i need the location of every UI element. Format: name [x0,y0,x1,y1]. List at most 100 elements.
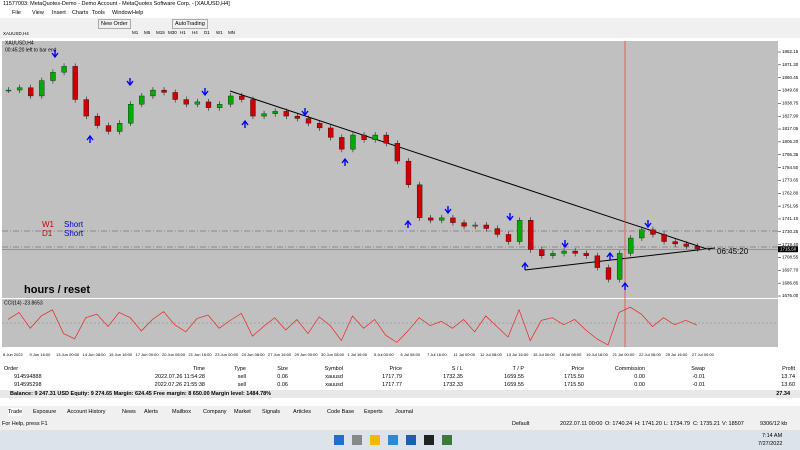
signal-arrow [621,281,629,290]
candle [683,243,689,247]
cci-line [7,306,698,346]
candle [394,143,401,162]
candle [561,250,567,254]
status-field: O: 1740.24 [605,421,633,427]
candle [483,224,489,229]
candle [50,72,56,81]
timeframe-button[interactable]: M1 [132,30,139,35]
new-order-button[interactable]: New Order [98,19,131,29]
task-icon[interactable] [424,435,434,445]
timeframe-button[interactable]: M15 [156,30,165,35]
date-label: 29 Jun 00:00 [295,352,319,357]
date-label: 6 Jul 08:00 [401,352,421,357]
price-label: 1751.95 [782,203,799,208]
table-cell: -0.01 [692,374,705,380]
date-label: 5 Jul 00:00 [374,352,394,357]
menu-item[interactable]: Window [112,10,132,16]
price-pane [2,41,778,298]
timeframe-button[interactable]: MN [228,30,235,35]
date-label: 13 Jul 16:00 [507,352,530,357]
date-label: 7 Jul 16:00 [427,352,447,357]
table-cell: 1715.50 [564,382,584,388]
menu-item[interactable]: Tools [92,10,105,16]
table-cell: S / L [451,366,463,372]
price-label: 1730.25 [782,229,799,234]
terminal-tab[interactable]: Mailbox [172,409,191,415]
task-icon[interactable] [388,435,398,445]
task-icon[interactable] [442,435,452,445]
table-cell: 914594888 [14,374,42,380]
timeframe-button[interactable]: W1 [216,30,223,35]
candle [405,160,412,185]
timeframe-button[interactable]: M5 [144,30,151,35]
task-icon[interactable] [406,435,416,445]
terminal-tab[interactable]: Company [203,409,227,415]
table-cell: 0.06 [277,374,288,380]
terminal-tab[interactable]: Signals [262,409,281,415]
signal-arrow [644,220,652,229]
date-label: 15 Jun 16:00 [109,352,133,357]
table-cell: 1717.77 [382,382,402,388]
date-label: 18 Jul 08:00 [560,352,583,357]
chart-tab[interactable]: XAUUSD,H4 [3,31,29,36]
clock-time: 7:14 AM [762,433,783,439]
status-field: For Help, press F1 [2,421,48,427]
status-field: 9306/12 kb [760,421,788,427]
candle [128,104,134,124]
candle [28,87,34,97]
terminal-tab[interactable]: Alerts [144,409,159,415]
signal-arrow [404,219,412,228]
menu-item[interactable]: Insert [52,10,66,16]
start-button[interactable] [334,435,344,445]
timeframe-button[interactable]: H4 [192,30,198,35]
candle [5,89,12,92]
timeframe-button[interactable]: H1 [180,30,186,35]
task-icon[interactable] [370,435,380,445]
signal-dir: Short [64,229,84,238]
date-label: 19 Jul 16:00 [586,352,609,357]
candle [494,228,501,235]
date-label: 30 Jun 08:00 [321,352,345,357]
status-field: Default [512,421,530,427]
signal-arrow [241,119,249,128]
date-label: 8 Jun 2022 [3,352,24,357]
taskbar: 7:14 AM 7/27/2022 [0,430,800,450]
menu-item[interactable]: Help [132,10,144,16]
terminal-tab[interactable]: Code Base [327,409,355,415]
terminal-tab[interactable]: Trade [8,408,23,416]
timeframe-button[interactable]: M30 [168,30,177,35]
terminal-tab[interactable]: Articles [293,409,312,415]
candle [61,66,67,73]
terminal-tab[interactable]: Account History [67,409,106,415]
terminal-tab[interactable]: News [122,409,136,415]
candle [116,123,123,132]
candle [83,99,89,117]
status-bar: For Help, press F1 Default 2022.07.11 00:0… [0,419,800,429]
date-label: 12 Jul 08:00 [480,352,503,357]
candle [228,95,234,105]
menu-item[interactable]: File [12,10,21,16]
candle [661,234,667,242]
table-cell: 1659.55 [504,374,524,380]
terminal-tab[interactable]: Journal [395,409,414,415]
terminal-tab[interactable]: Experts [364,409,383,415]
terminal-tab[interactable]: Market [234,409,251,415]
terminal-tab[interactable]: Exposure [33,409,57,415]
date-label: 1 Jul 16:00 [348,352,368,357]
candle [383,134,389,144]
task-icon[interactable] [352,435,362,445]
price-label: 1827.90 [782,113,799,118]
signal-arrow [561,240,569,249]
autotrading-button[interactable]: AutoTrading [172,19,208,29]
menu-item[interactable]: Charts [72,10,89,16]
candle [339,137,345,150]
price-label: 1860.45 [782,75,799,80]
menu-item[interactable]: View [32,10,44,16]
table-cell: 1732.33 [443,382,463,388]
table-cell: -0.01 [692,382,705,388]
timeframe-button[interactable]: D1 [204,30,210,35]
status-field: C: 1735.21 [693,421,720,427]
candle [250,99,256,117]
date-label: 17 Jun 00:00 [136,352,160,357]
